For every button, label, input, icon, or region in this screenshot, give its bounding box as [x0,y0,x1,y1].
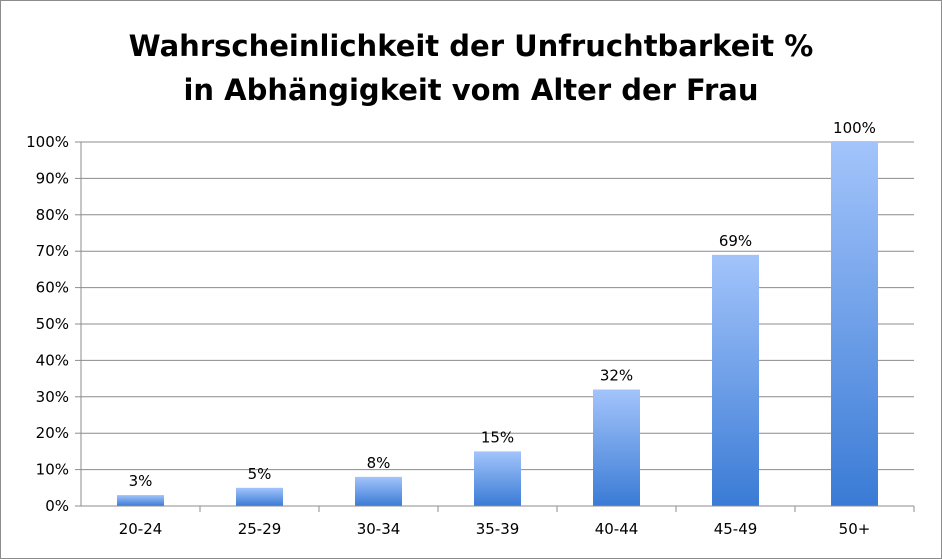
bar [474,451,521,506]
data-label: 8% [367,454,391,472]
data-labels: 3% 5% 8% 15% 32% 69% 100% [129,119,876,490]
bar [831,142,878,506]
chart-title-line-2: in Abhängigkeit vom Alter der Frau [183,73,759,107]
bar [593,389,640,506]
axes: 0% 10% 20% 30% 40% 50% 60% 70% 80% 90% 100% 20-24 25… [26,133,915,538]
x-tick-label: 40-44 [595,520,639,538]
y-tick-label: 20% [36,424,69,442]
y-tick-label: 10% [36,461,69,479]
y-tick-label: 70% [36,242,69,260]
data-label: 15% [481,428,514,446]
y-tick-label: 30% [36,388,69,406]
chart-title-line-1: Wahrscheinlichkeit der Unfruchtbarkeit % [128,29,814,63]
y-tick-label: 0% [45,497,69,515]
data-label: 69% [719,232,752,250]
y-tick-label: 90% [36,169,69,187]
grid-lines [81,141,914,471]
chart-title: Wahrscheinlichkeit der Unfruchtbarkeit %… [0,24,942,112]
x-tick-label: 30-34 [357,520,401,538]
x-tick-label: 45-49 [714,520,758,538]
bars [117,142,878,506]
y-tick-label: 100% [26,133,69,151]
data-label: 3% [129,472,153,490]
x-tick-label: 35-39 [476,520,520,538]
bar [355,476,402,506]
y-tick-label: 50% [36,315,69,333]
x-tick-label: 25-29 [238,520,282,538]
bar [712,254,759,506]
y-tick-label: 60% [36,279,69,297]
y-tick-label: 80% [36,206,69,224]
x-tick-label: 50+ [839,520,871,538]
y-tick-label: 40% [36,351,69,369]
data-label: 100% [833,119,876,137]
data-label: 32% [600,367,633,385]
data-label: 5% [248,465,272,483]
bar [117,495,164,506]
bar [236,487,283,506]
x-tick-label: 20-24 [119,520,163,538]
